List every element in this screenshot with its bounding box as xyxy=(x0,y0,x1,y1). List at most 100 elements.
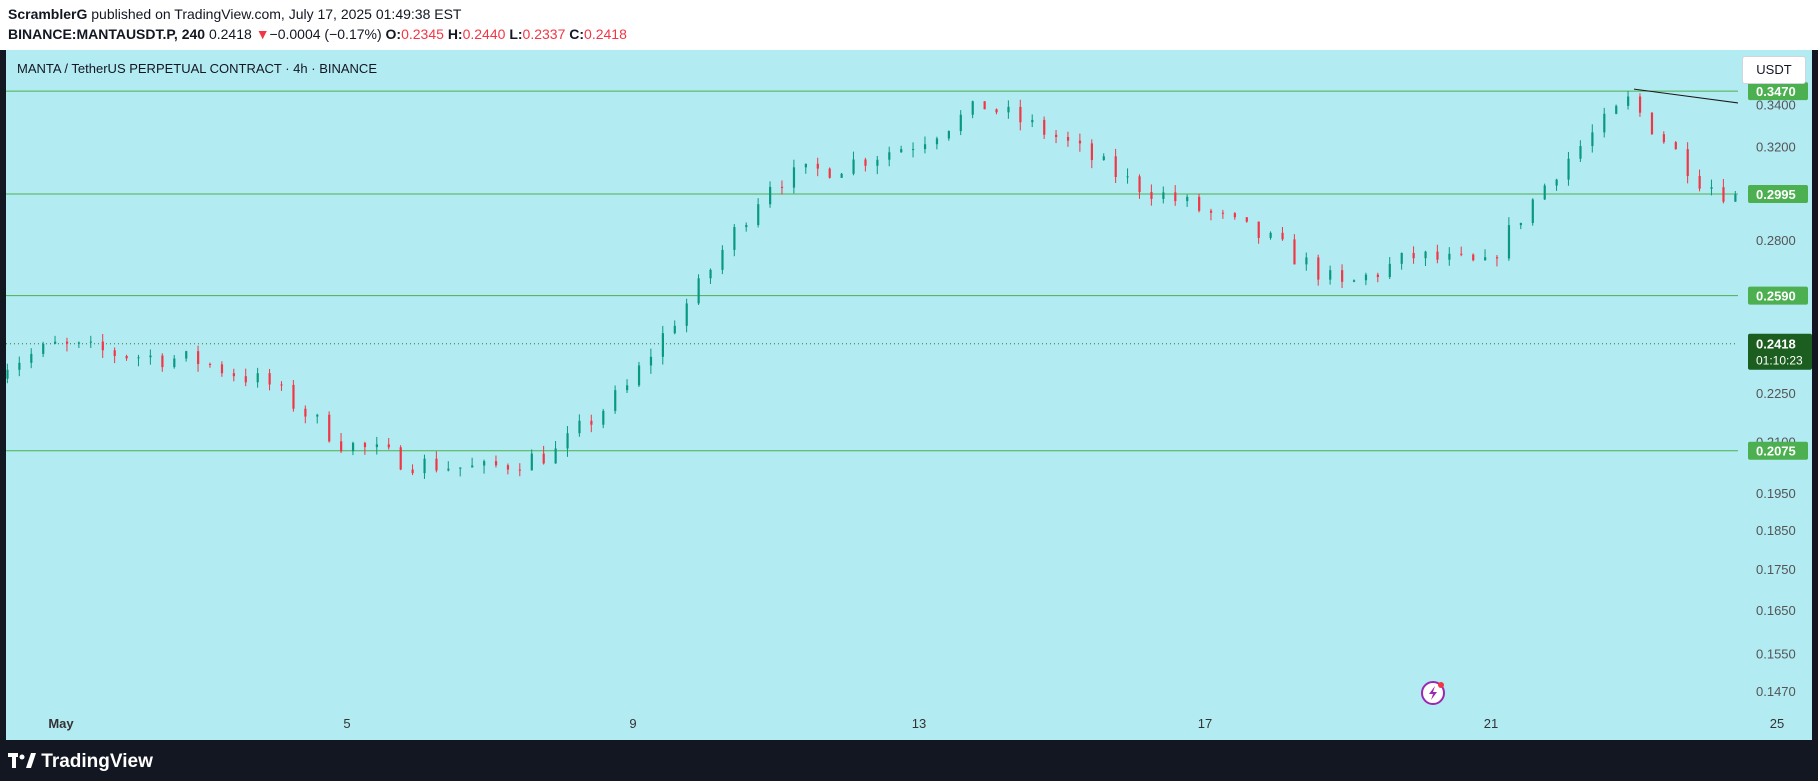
x-tick-label: 17 xyxy=(1198,716,1212,731)
candle-body xyxy=(1245,217,1248,222)
candle-body xyxy=(459,467,462,469)
candle-body xyxy=(1555,179,1558,186)
candle-body xyxy=(1293,239,1296,265)
publish-header: ScramblerG published on TradingView.com,… xyxy=(0,0,1818,50)
candle-body xyxy=(1114,156,1117,178)
candle-body xyxy=(792,167,796,188)
candle-body xyxy=(769,186,772,205)
candle-body xyxy=(197,351,200,364)
candle-body xyxy=(1364,274,1368,281)
candle-body xyxy=(673,325,676,334)
candle-body xyxy=(351,442,355,452)
last-price-label: 0.2418 xyxy=(1756,337,1796,352)
low-label: L: xyxy=(509,26,523,42)
candle-body xyxy=(709,269,712,279)
chart-title: MANTA / TetherUS PERPETUAL CONTRACT · 4h… xyxy=(17,61,377,76)
candle-body xyxy=(173,358,176,368)
candle-body xyxy=(447,468,450,471)
candle-body xyxy=(1543,185,1546,200)
candle-body xyxy=(1698,175,1701,189)
low-value: 0.2337 xyxy=(522,26,566,42)
candle-body xyxy=(54,341,57,344)
candle-body xyxy=(1317,257,1320,280)
candle-body xyxy=(1352,280,1356,282)
candle-body xyxy=(363,442,367,448)
candle-body xyxy=(1257,221,1260,238)
y-tick-label: 0.1850 xyxy=(1756,523,1796,538)
close-value: 0.2418 xyxy=(584,26,627,42)
chart-area[interactable] xyxy=(6,50,1812,740)
candle-body xyxy=(232,373,235,377)
candle-body xyxy=(506,465,510,470)
candle-body xyxy=(530,453,533,471)
candle-body xyxy=(1055,134,1058,138)
candle-body xyxy=(375,444,378,448)
candle-body xyxy=(268,373,271,385)
candle-body xyxy=(1686,149,1689,176)
candle-body xyxy=(113,350,116,357)
author-name[interactable]: ScramblerG xyxy=(8,6,88,22)
candle-body xyxy=(864,159,867,166)
candle-body xyxy=(149,355,152,358)
candle-body xyxy=(1090,143,1093,161)
symbol-label: BINANCE:MANTAUSDT.P, 240 xyxy=(8,26,206,42)
candle-body xyxy=(1007,106,1010,113)
candle-body xyxy=(1627,96,1630,106)
candle-body xyxy=(1198,196,1201,211)
level-badge xyxy=(1748,286,1808,305)
candle-body xyxy=(542,453,545,464)
candle-body xyxy=(780,186,784,188)
candle-body xyxy=(1424,251,1427,259)
currency-button[interactable]: USDT xyxy=(1742,56,1806,84)
candle-body xyxy=(1162,192,1165,199)
candle-body xyxy=(614,390,617,411)
candle-body xyxy=(1341,270,1344,282)
candle-body xyxy=(316,414,319,417)
y-tick-label: 0.3400 xyxy=(1756,97,1796,112)
tradingview-logo[interactable]: TradingView xyxy=(8,751,153,773)
candle-body xyxy=(137,357,140,359)
candle-body xyxy=(1758,211,1760,216)
candle-body xyxy=(1472,254,1475,261)
price-change: −0.0004 (−0.17%) xyxy=(269,26,382,42)
candle-body xyxy=(1043,119,1046,135)
flash-icon-dot xyxy=(1438,682,1444,688)
price-chart[interactable]: 0.36000.34000.32000.28000.22500.21000.19… xyxy=(0,0,1818,740)
published-text: published on TradingView.com, July 17, 2… xyxy=(91,6,462,22)
candle-body xyxy=(411,469,414,474)
candle-body xyxy=(1019,106,1022,123)
candle-body xyxy=(685,303,688,326)
candle-body xyxy=(1233,213,1236,218)
candle-body xyxy=(399,447,402,470)
plot-layer xyxy=(6,88,1760,479)
candle-body xyxy=(185,351,188,359)
tradingview-logo-text: TradingView xyxy=(41,751,153,772)
candle-body xyxy=(1448,253,1451,260)
candle-body xyxy=(494,461,498,466)
candle-body xyxy=(42,343,45,354)
candle-body xyxy=(1567,158,1570,180)
candle-body xyxy=(161,355,164,368)
candle-body xyxy=(1484,257,1487,261)
candle-body xyxy=(626,385,629,391)
y-tick-label: 0.1650 xyxy=(1756,603,1796,618)
candle-body xyxy=(1650,112,1654,135)
candle-body xyxy=(566,433,569,449)
footer: TradingView xyxy=(0,740,1818,781)
candle-body xyxy=(292,384,295,409)
open-label: O: xyxy=(385,26,402,42)
candle-body xyxy=(280,384,283,386)
candle-body xyxy=(65,341,69,344)
candle-body xyxy=(721,249,724,270)
x-tick-label: May xyxy=(48,716,74,731)
candle-body xyxy=(1662,134,1665,143)
candle-body xyxy=(220,364,224,374)
y-tick-label: 0.3200 xyxy=(1756,140,1796,155)
high-label: H: xyxy=(447,26,463,42)
candle-body xyxy=(1412,252,1415,259)
candle-body xyxy=(1507,225,1511,259)
x-tick-label: 25 xyxy=(1770,716,1784,731)
candle-body xyxy=(1269,232,1272,238)
candle-body xyxy=(1579,146,1582,159)
x-tick-label: 21 xyxy=(1484,716,1498,731)
